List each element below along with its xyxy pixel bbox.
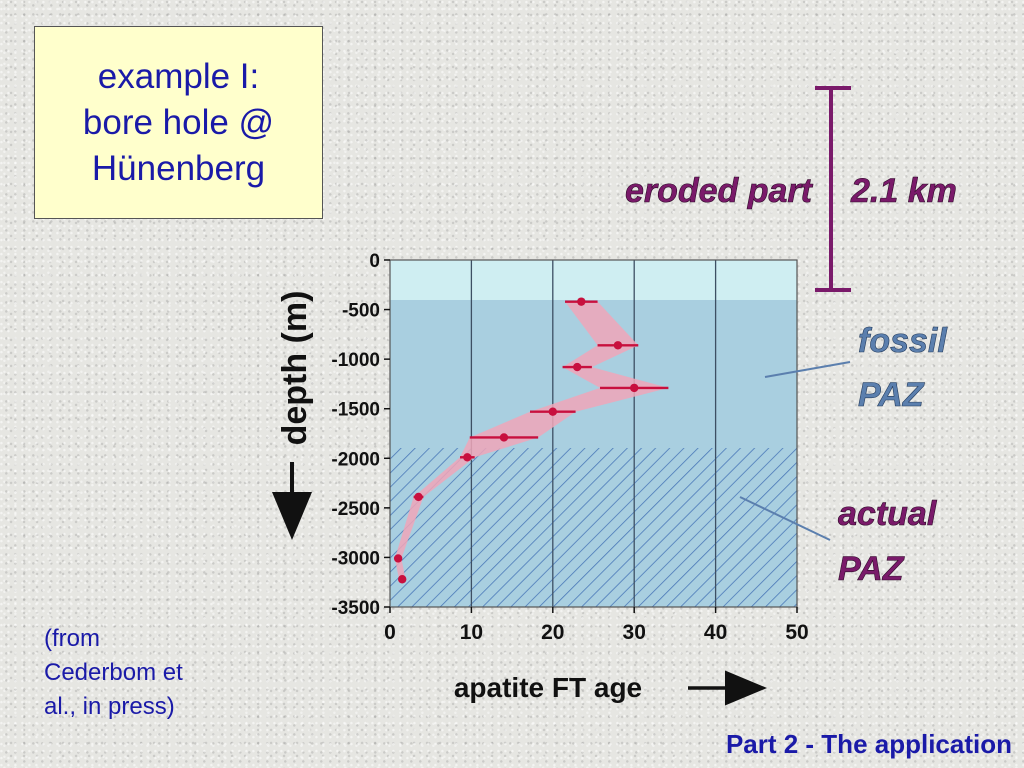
title-line-2: bore hole @ [82, 102, 275, 142]
data-point [499, 433, 509, 442]
error-envelope [394, 301, 669, 580]
y-tick-label: -1500 [331, 400, 380, 421]
y-tick-label: 0 [369, 251, 380, 272]
title-box: example I: bore hole @ Hünenberg [34, 26, 323, 219]
citation-line-1: (from [44, 625, 100, 652]
vertical-grid [470, 260, 717, 607]
data-point [577, 297, 586, 306]
title-line-3: Hünenberg [91, 148, 266, 188]
y-tick-labels: 0 -500 -1000 -1500 -2000 -2500 -3000 -3500 [331, 251, 390, 619]
actual-paz-pointer [739, 496, 831, 541]
footer-caption: Part 2 - The application [725, 729, 1012, 759]
fossil-paz-label-line1: fossil [858, 322, 948, 360]
data-point [630, 383, 639, 393]
data-point [398, 575, 407, 584]
eroded-part-label: eroded part [625, 172, 814, 210]
plot-top-band [390, 260, 797, 300]
x-tick-label: 10 [460, 621, 483, 644]
citation-line-2: Cederbom et [44, 659, 183, 686]
x-tick-label: 50 [785, 621, 808, 644]
x-axis-label: apatite FT age [454, 672, 642, 703]
data-point [613, 341, 623, 350]
data-point [548, 407, 557, 416]
x-tick-label: 30 [623, 621, 646, 644]
y-axis-label: depth (m) [276, 291, 314, 446]
y-tick-label: -500 [342, 301, 380, 322]
actual-paz-label-line1: actual [838, 495, 938, 533]
eroded-bracket [815, 86, 851, 292]
actual-paz-hatch [390, 448, 797, 607]
data-point [463, 453, 472, 462]
y-tick-label: -3000 [331, 548, 380, 569]
data-points [393, 297, 639, 584]
y-tick-label: -2000 [331, 449, 380, 470]
data-point [573, 362, 582, 372]
x-tick-label: 40 [704, 621, 727, 644]
citation: (from Cederbom et al., in press) [44, 622, 244, 724]
fossil-paz-label-line2: PAZ [858, 376, 925, 414]
y-tick-label: -3500 [331, 598, 380, 619]
x-tick-label: 20 [541, 621, 564, 644]
data-point [393, 554, 403, 563]
x-tick-label: 0 [384, 621, 396, 644]
x-tick-labels: 0 10 20 30 40 50 [384, 607, 809, 644]
y-tick-label: -2500 [331, 499, 380, 520]
fossil-paz-pointer [764, 361, 851, 378]
data-point [414, 492, 423, 502]
plot-frame [389, 259, 798, 608]
y-tick-label: -1000 [331, 350, 380, 371]
actual-paz-label-line2: PAZ [838, 550, 905, 588]
title-line-1: example I: [97, 56, 260, 96]
citation-line-3: al., in press) [44, 693, 175, 720]
eroded-value-label: 2.1 km [850, 172, 957, 210]
